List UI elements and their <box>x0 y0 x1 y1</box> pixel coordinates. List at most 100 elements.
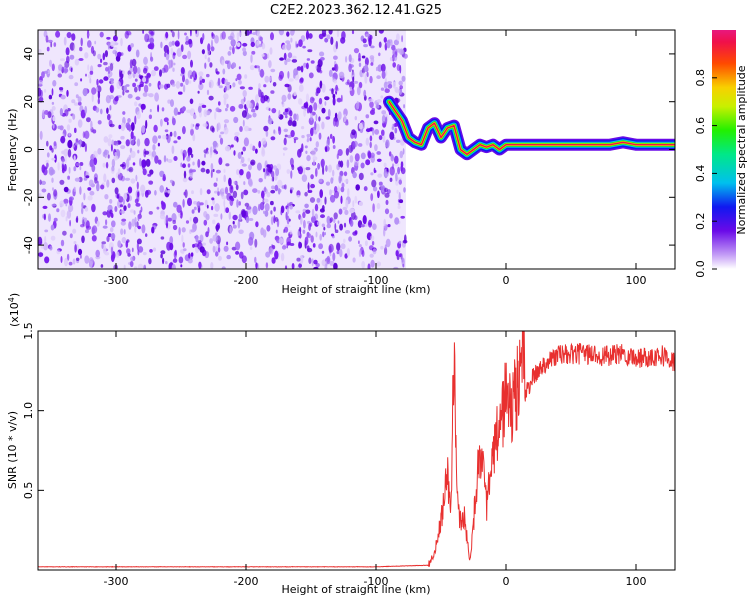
noise-blob <box>83 217 88 223</box>
noise-blob <box>73 155 76 162</box>
noise-blob <box>305 209 311 214</box>
noise-blob <box>97 148 102 155</box>
noise-blob <box>100 184 105 190</box>
noise-blob <box>376 202 381 210</box>
noise-blob <box>154 190 157 196</box>
noise-blob <box>310 127 314 137</box>
noise-blob <box>308 257 312 265</box>
noise-blob <box>339 160 344 168</box>
noise-blob <box>316 221 321 226</box>
noise-blob <box>63 36 67 46</box>
noise-blob <box>196 201 201 209</box>
noise-blob <box>330 177 334 184</box>
noise-blob <box>326 255 331 265</box>
noise-blob <box>384 88 390 93</box>
noise-blob <box>159 213 165 220</box>
noise-blob <box>402 239 408 244</box>
noise-blob <box>399 253 402 258</box>
noise-blob <box>314 203 319 212</box>
noise-blob <box>68 196 74 201</box>
noise-blob <box>97 64 102 68</box>
noise-blob <box>264 210 269 217</box>
noise-blob <box>160 41 163 49</box>
noise-blob <box>399 64 402 74</box>
noise-blob <box>154 155 159 164</box>
noise-blob <box>143 265 145 269</box>
noise-blob <box>51 147 54 153</box>
noise-blob <box>369 101 374 108</box>
noise-blob <box>315 167 318 177</box>
snr-xlabel: Height of straight line (km) <box>281 583 430 596</box>
noise-blob <box>290 37 293 43</box>
noise-blob <box>80 109 86 119</box>
noise-blob <box>317 58 323 68</box>
noise-blob <box>236 73 242 81</box>
noise-blob <box>224 60 229 64</box>
noise-blob <box>370 235 375 241</box>
noise-blob <box>288 78 294 82</box>
noise-blob <box>137 225 141 230</box>
noise-blob <box>241 163 247 167</box>
noise-blob <box>329 217 334 223</box>
noise-blob <box>227 35 234 41</box>
noise-blob <box>137 191 140 198</box>
noise-blob <box>166 134 171 144</box>
noise-blob <box>301 135 305 139</box>
noise-blob <box>226 241 229 246</box>
noise-blob <box>142 76 147 83</box>
noise-blob <box>291 59 298 63</box>
colorbar-tick-label: 0.2 <box>694 212 707 230</box>
noise-blob <box>254 65 257 69</box>
noise-blob <box>371 179 377 188</box>
noise-blob <box>120 122 126 132</box>
noise-blob <box>318 243 323 250</box>
noise-blob <box>38 236 43 246</box>
noise-blob <box>98 79 104 84</box>
noise-blob <box>203 211 208 218</box>
noise-blob <box>211 33 215 39</box>
noise-blob <box>137 149 140 154</box>
noise-blob <box>321 250 325 254</box>
noise-blob <box>74 127 77 133</box>
noise-blob <box>217 77 221 86</box>
noise-blob <box>244 125 250 132</box>
noise-blob <box>392 48 398 57</box>
noise-blob <box>137 249 140 256</box>
noise-blob <box>78 101 82 106</box>
noise-blob <box>263 168 266 173</box>
noise-blob <box>266 225 271 232</box>
noise-blob <box>87 40 92 48</box>
noise-blob <box>284 265 288 269</box>
noise-blob <box>129 137 135 146</box>
noise-blob <box>184 32 187 36</box>
noise-blob <box>136 111 141 120</box>
noise-blob <box>112 49 117 55</box>
noise-blob <box>389 131 395 140</box>
noise-blob <box>168 41 173 47</box>
noise-blob <box>303 167 306 175</box>
noise-blob <box>378 30 384 34</box>
noise-blob <box>221 266 226 269</box>
noise-blob <box>193 114 197 120</box>
noise-blob <box>141 161 145 171</box>
noise-blob <box>306 155 311 162</box>
noise-blob <box>77 96 82 103</box>
noise-blob <box>366 71 369 78</box>
noise-blob <box>190 123 194 130</box>
noise-blob <box>392 62 397 68</box>
noise-blob <box>341 31 346 40</box>
noise-blob <box>175 81 181 89</box>
noise-blob <box>173 201 178 208</box>
noise-blob <box>159 185 164 193</box>
noise-blob <box>210 169 213 179</box>
figure-title: C2E2.2023.362.12.41.G25 <box>270 3 442 18</box>
noise-blob <box>91 87 97 95</box>
noise-blob <box>125 139 130 147</box>
noise-blob <box>358 143 363 147</box>
noise-blob <box>278 237 284 244</box>
noise-blob <box>104 252 110 256</box>
noise-blob <box>302 211 306 219</box>
noise-blob <box>73 102 79 106</box>
noise-blob <box>396 64 401 71</box>
noise-blob <box>188 80 192 84</box>
